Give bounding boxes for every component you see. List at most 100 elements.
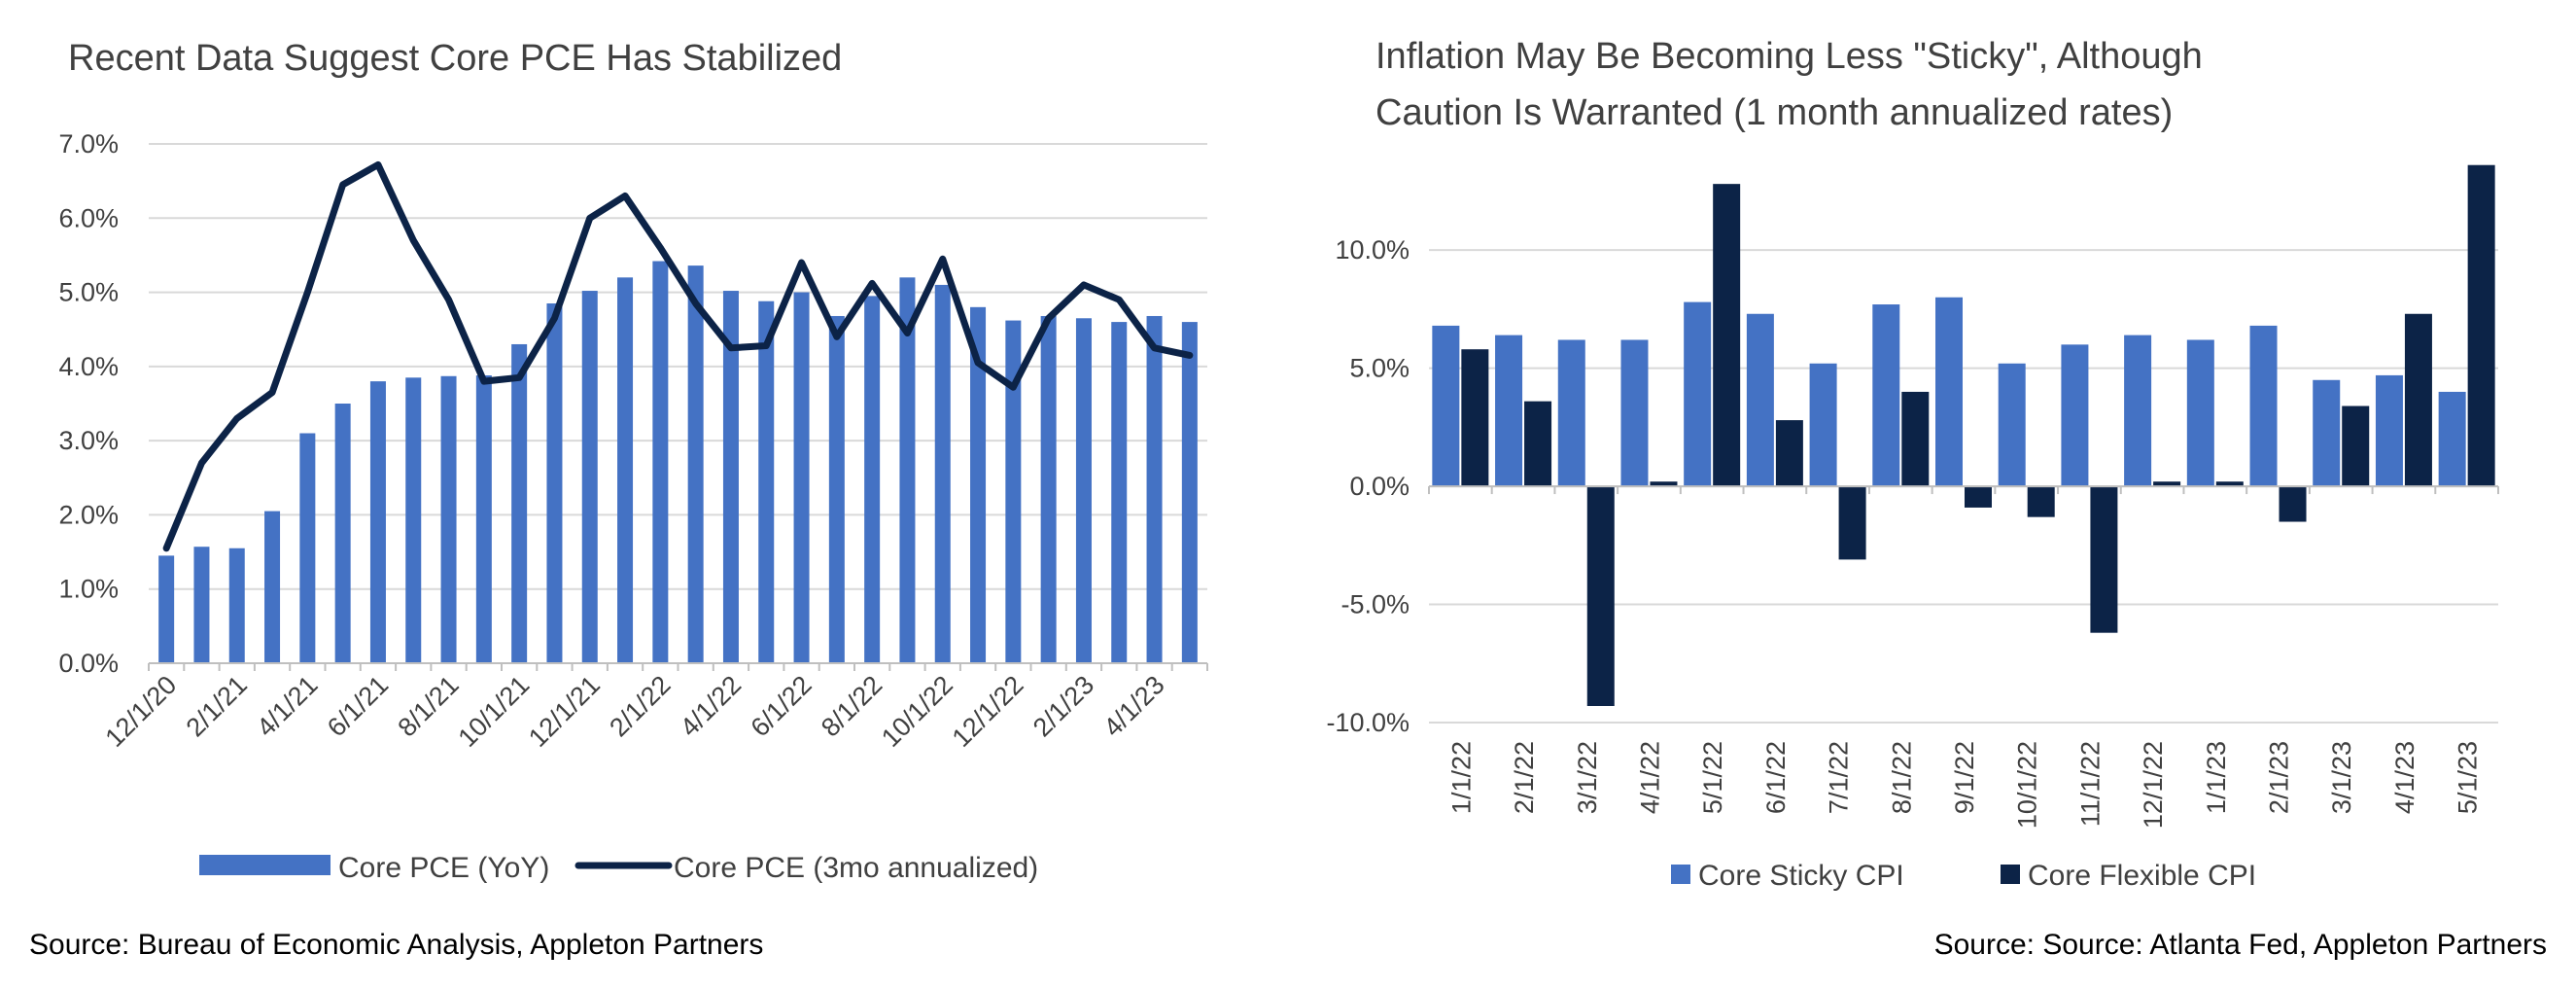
left-chart-title: Recent Data Suggest Core PCE Has Stabili… (68, 38, 842, 79)
x-tick-label: 4/1/21 (251, 670, 323, 742)
x-tick-label: 2/1/23 (2265, 741, 2294, 814)
bar-core-sticky-cpi (2375, 374, 2403, 487)
x-tick-label: 3/1/23 (2327, 741, 2356, 814)
bar-core-flexible-cpi (2279, 486, 2307, 522)
left-line-series (162, 160, 1194, 552)
core-pce-chart: Recent Data Suggest Core PCE Has Stabili… (58, 38, 1208, 884)
right-chart-title-line2: Caution Is Warranted (1 month annualized… (1375, 92, 2173, 133)
bar-core-pce-yoy (758, 300, 775, 663)
y-tick-label: 4.0% (58, 352, 119, 381)
bar-core-pce-yoy (1181, 322, 1198, 663)
bar-core-sticky-cpi (1809, 363, 1837, 487)
y-tick-label: 5.0% (58, 278, 119, 307)
line-core-pce-3mo (162, 160, 1194, 552)
x-tick-label: 5/1/22 (1698, 741, 1727, 814)
bar-core-sticky-cpi (2249, 325, 2278, 487)
legend-swatch-core-flexible-cpi (2001, 865, 2020, 884)
bar-core-sticky-cpi (2186, 339, 2214, 487)
bar-core-flexible-cpi (2153, 481, 2181, 487)
right-x-axis-ticks: 1/1/22 2/1/22 3/1/22 4/1/22 5/1/22 6/1/22 7/1/… (1446, 741, 2482, 829)
y-tick-label: 1.0% (58, 575, 119, 604)
left-x-axis-ticks: 12/1/202/1/214/1/216/1/218/1/2110/1/2112… (99, 670, 1169, 753)
x-tick-label: 2/1/21 (181, 670, 253, 742)
bar-core-pce-yoy (1075, 318, 1092, 663)
legend-swatch-core-pce-yoy (199, 855, 331, 875)
bar-core-pce-yoy (334, 404, 351, 663)
bar-core-pce-yoy (793, 292, 810, 663)
bar-core-sticky-cpi (1432, 325, 1460, 487)
bar-core-pce-yoy (1005, 320, 1022, 663)
x-tick-label: 9/1/22 (1950, 741, 1979, 814)
bar-core-pce-yoy (475, 375, 492, 663)
bar-core-flexible-cpi (1838, 486, 1866, 560)
x-tick-label: 12/1/22 (2139, 741, 2168, 829)
bar-core-sticky-cpi (1998, 363, 2026, 487)
left-bars (158, 261, 1198, 663)
x-tick-label: 4/1/23 (2390, 741, 2419, 814)
bar-core-pce-yoy (1040, 315, 1057, 663)
x-tick-label: 5/1/23 (2454, 741, 2483, 814)
legend-label-core-pce-3mo: Core PCE (3mo annualized) (674, 852, 1038, 884)
bar-core-sticky-cpi (1746, 313, 1774, 487)
bar-core-pce-yoy (828, 315, 845, 663)
y-tick-label: 3.0% (58, 426, 119, 455)
right-bars (1432, 164, 2495, 706)
x-tick-label: 8/1/22 (1887, 741, 1916, 814)
legend-label-core-pce-yoy: Core PCE (YoY) (338, 852, 549, 884)
x-tick-label: 1/1/22 (1446, 741, 1476, 814)
bar-core-flexible-cpi (1650, 481, 1678, 487)
right-source-note: Source: Source: Atlanta Fed, Appleton Pa… (1933, 929, 2547, 961)
x-tick-label: 3/1/22 (1573, 741, 1602, 814)
bar-core-pce-yoy (440, 375, 457, 663)
bar-core-pce-yoy (228, 547, 245, 663)
x-tick-label: 6/1/22 (745, 670, 817, 742)
bar-core-pce-yoy (546, 303, 563, 663)
legend-label-core-sticky-cpi: Core Sticky CPI (1698, 860, 1904, 892)
bar-core-pce-yoy (511, 343, 528, 663)
bar-core-pce-yoy (652, 261, 669, 663)
x-tick-label: 6/1/21 (322, 670, 394, 742)
bar-core-flexible-cpi (1965, 486, 1992, 508)
x-tick-label: 4/1/23 (1097, 670, 1169, 742)
y-tick-label: 6.0% (58, 203, 119, 232)
y-tick-label: 0.0% (1349, 472, 1410, 501)
bar-core-flexible-cpi (2215, 481, 2244, 487)
bar-core-pce-yoy (193, 547, 210, 663)
bar-core-flexible-cpi (1775, 420, 1803, 487)
right-y-axis-ticks: -10.0% -5.0% 0.0% 5.0% 10.0% (1326, 235, 1410, 737)
bar-core-flexible-cpi (1586, 486, 1615, 706)
bar-core-pce-yoy (1146, 315, 1163, 663)
bar-core-pce-yoy (899, 277, 916, 663)
bar-core-pce-yoy (970, 306, 987, 663)
x-tick-label: 2/1/22 (1510, 741, 1539, 814)
bar-core-sticky-cpi (1557, 339, 1585, 487)
y-tick-label: 2.0% (58, 500, 119, 529)
right-zero-axis (1428, 485, 2499, 495)
bar-core-flexible-cpi (2342, 406, 2370, 487)
bar-core-sticky-cpi (1872, 304, 1900, 487)
bar-core-pce-yoy (158, 555, 175, 663)
x-tick-label: 2/1/23 (1027, 670, 1099, 742)
x-tick-label: 4/1/22 (675, 670, 747, 742)
bar-core-pce-yoy (1111, 322, 1128, 663)
bar-core-sticky-cpi (2438, 391, 2466, 487)
bar-core-flexible-cpi (1461, 349, 1489, 487)
bar-core-pce-yoy (687, 265, 704, 663)
x-tick-label: 10/1/21 (452, 670, 535, 753)
left-x-axis (148, 662, 1208, 671)
x-tick-label: 11/1/22 (2075, 741, 2105, 827)
left-gridlines (149, 143, 1207, 590)
x-tick-label: 1/1/23 (2202, 741, 2231, 814)
x-tick-label: 2/1/22 (604, 670, 676, 742)
right-chart-title-line1: Inflation May Be Becoming Less "Sticky",… (1375, 36, 2203, 77)
bar-core-pce-yoy (299, 433, 316, 663)
x-tick-label: 12/1/21 (523, 670, 606, 753)
left-y-axis-ticks: 0.0% 1.0% 2.0% 3.0% 4.0% 5.0% 6.0% 7.0% (58, 129, 119, 678)
y-tick-label: 0.0% (58, 649, 119, 678)
left-chart-panel: Recent Data Suggest Core PCE Has Stabili… (0, 0, 1288, 961)
y-tick-label: 5.0% (1349, 354, 1410, 383)
legend-swatch-core-sticky-cpi (1671, 865, 1690, 884)
x-tick-label: 10/1/22 (2013, 741, 2042, 829)
x-tick-label: 6/1/22 (1761, 741, 1791, 814)
sticky-flexible-cpi-chart: Inflation May Be Becoming Less "Sticky",… (1326, 36, 2499, 892)
